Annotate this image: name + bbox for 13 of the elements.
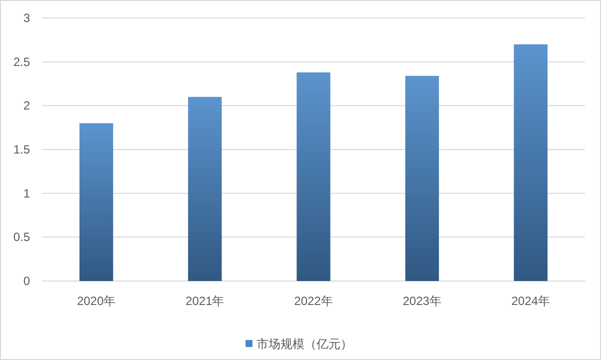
y-tick-label: 1 — [23, 186, 30, 200]
x-tick-label: 2022年 — [294, 294, 333, 308]
y-tick-label: 2.5 — [13, 54, 30, 69]
y-tick-label: 0.5 — [13, 230, 30, 244]
x-tick-label: 2024年 — [511, 294, 550, 308]
y-tick-label: 3 — [23, 11, 30, 25]
y-tick-label: 2 — [23, 98, 30, 113]
y-tick-label: 0 — [23, 274, 30, 288]
x-tick-label: 2023年 — [402, 294, 442, 308]
x-tick-label: 2020年 — [76, 294, 116, 308]
legend-label: 市场规模（亿元） — [256, 337, 352, 351]
y-tick-label: 1.5 — [13, 142, 30, 156]
x-tick-label: 2021年 — [186, 294, 224, 308]
